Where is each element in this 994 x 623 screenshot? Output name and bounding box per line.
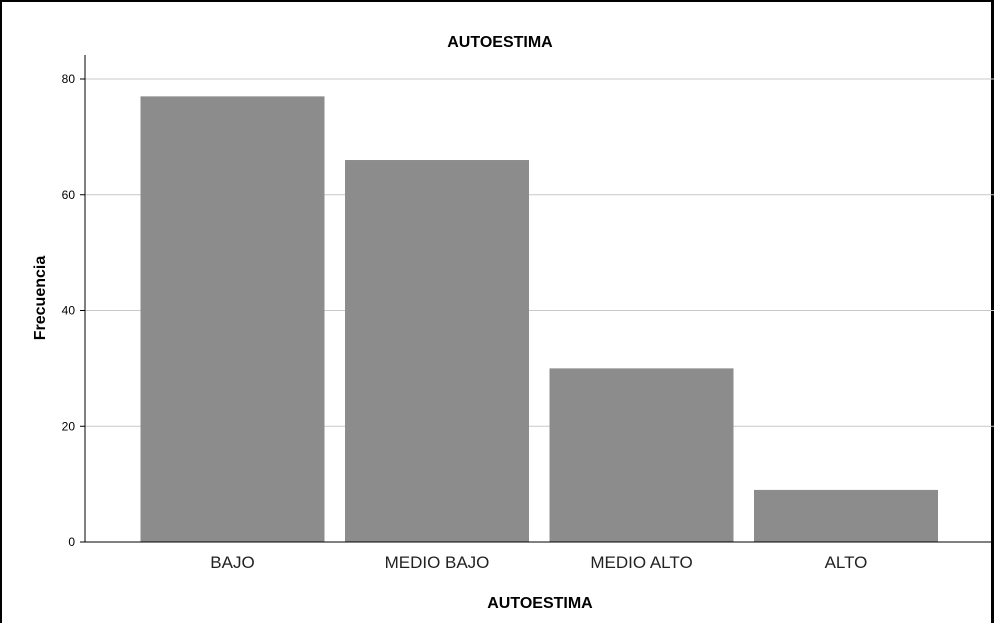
y-tick-label: 0	[68, 535, 75, 549]
y-axis-label: Frecuencia	[32, 256, 49, 341]
bar-alto	[754, 489, 938, 542]
y-tick-label: 80	[62, 72, 76, 86]
chart-title: AUTOESTIMA	[447, 34, 553, 51]
bar-bajo	[140, 96, 325, 543]
x-axis-label: AUTOESTIMA	[487, 595, 593, 612]
y-tick-label: 60	[62, 188, 76, 202]
bar-medio-bajo	[345, 160, 529, 542]
x-tick-label: MEDIO BAJO	[385, 553, 490, 572]
x-tick-label: BAJO	[210, 553, 254, 572]
bar-medio-alto	[549, 368, 734, 542]
bars	[140, 96, 938, 543]
x-tick-label: ALTO	[825, 553, 868, 572]
y-tick-label: 20	[62, 419, 76, 433]
x-tick-labels: BAJO MEDIO BAJO MEDIO ALTO ALTO	[210, 553, 867, 572]
x-tick-label: MEDIO ALTO	[590, 553, 692, 572]
y-tick-labels: 0 20 40 60 80	[62, 72, 85, 549]
y-tick-label: 40	[62, 304, 76, 318]
